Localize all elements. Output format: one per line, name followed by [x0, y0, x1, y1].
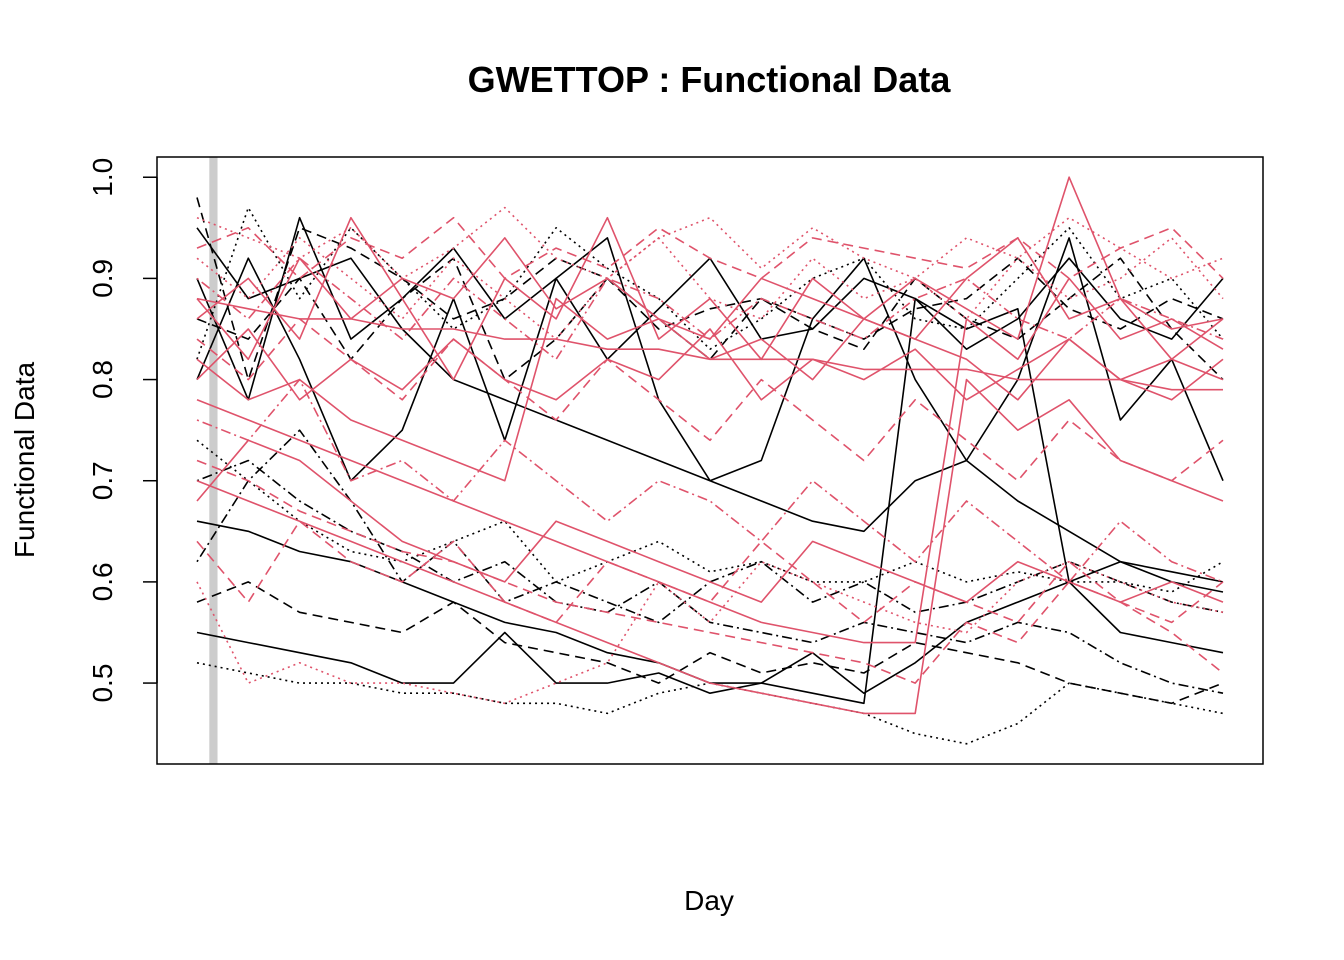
y-axis-label: Functional Data: [9, 362, 40, 559]
series-line-10: [196, 429, 1224, 624]
y-tick-label: 1.0: [87, 158, 118, 197]
y-tick-label: 0.7: [87, 461, 118, 500]
series-line-2: [196, 662, 1224, 745]
chart-title: GWETTOP : Functional Data: [468, 59, 952, 100]
series-line-8: [196, 206, 1224, 360]
y-tick-label: 0.6: [87, 562, 118, 601]
plot-area: [196, 157, 1224, 764]
plot-frame: [156, 156, 1264, 765]
x-axis-label: Day: [684, 885, 734, 916]
y-axis: 0.5 0.6 0.7 0.8 0.9 1.0: [87, 158, 158, 703]
series-line-21: [196, 378, 1224, 715]
y-tick-label: 0.5: [87, 664, 118, 703]
series-line-18: [196, 257, 1224, 361]
y-tick-label: 0.9: [87, 259, 118, 298]
series-line-27: [196, 439, 1224, 603]
series-line-7: [196, 197, 1224, 381]
series-line-22: [196, 560, 1224, 705]
series-line-26: [196, 318, 1224, 482]
series-line-24: [196, 378, 1224, 583]
series-line-3: [196, 581, 1224, 705]
series-line-20: [196, 459, 1224, 684]
series-line-28: [196, 237, 1224, 340]
series-line-6: [196, 227, 1224, 593]
series-line-17: [196, 297, 1223, 391]
series-line-11: [196, 257, 1224, 381]
series-line-1: [196, 560, 1224, 695]
series-line-14: [196, 176, 1224, 361]
series-line-29: [196, 328, 1224, 401]
y-tick-label: 0.8: [87, 360, 118, 399]
series-line-19: [196, 277, 1224, 644]
series-line-23: [196, 297, 1224, 482]
series-line-13: [196, 439, 1224, 593]
highlight-band: [209, 157, 218, 764]
series-line-30: [196, 520, 1224, 624]
series-line-5: [196, 459, 1224, 694]
